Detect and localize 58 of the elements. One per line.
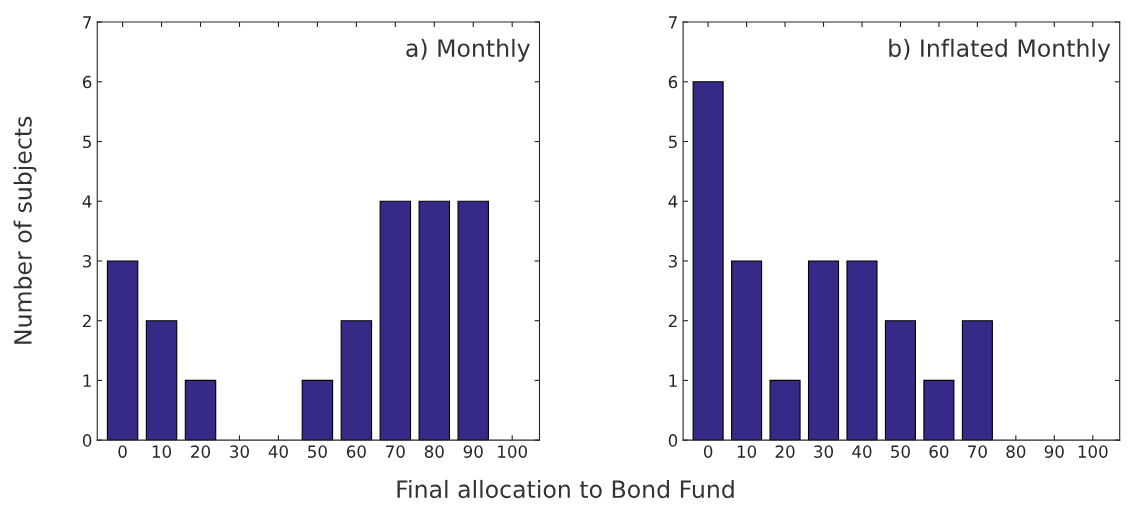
x-tick-label: 30 [814,445,834,458]
bar [418,200,451,441]
y-tick-label: 5 [668,135,677,149]
bar [379,200,412,441]
bar [145,320,178,441]
bar [769,379,801,441]
x-tick-label: 10 [152,445,172,458]
x-tick-label: 100 [1078,445,1108,458]
y-tick-label: 1 [83,374,91,387]
bar [457,200,490,441]
bar [106,260,139,441]
x-tick-label: 40 [268,445,288,458]
y-tick-label: 7 [669,16,677,29]
y-tick-label: 4 [668,195,678,208]
bar [807,260,840,441]
y-tick-label: 7 [83,16,91,29]
x-tick-label: 100 [498,445,528,458]
x-tick-label: 70 [386,445,405,458]
y-tick-label: 1 [669,374,677,387]
x-tick-label: 70 [968,445,987,458]
y-tick-label: 0 [668,434,678,447]
y-tick-label: 5 [83,135,91,149]
bar [884,320,917,441]
x-tick-label: 30 [230,445,249,458]
x-tick-label: 60 [929,445,949,458]
x-tick-label: 20 [775,445,795,458]
x-tick-label: 50 [308,445,327,458]
x-tick-label: 10 [737,445,757,458]
bar [961,320,993,441]
x-tick-label: 0 [703,445,713,458]
x-tick-label: 60 [346,445,366,458]
annotation: b) Inflated Monthly [889,38,1111,62]
x-tick-label: 0 [118,445,127,458]
y-tick-label: 3 [668,254,677,268]
y-axis-title: Number of subjects [13,116,37,344]
x-tick-label: 50 [891,445,910,458]
bar [340,320,373,441]
x-axis-title: Final allocation to Bond Fund [397,479,734,499]
x-tick-label: 90 [463,445,483,458]
x-tick-label: 20 [191,445,211,458]
bar [846,260,878,441]
bar [923,379,955,441]
annotation: a) Monthly [406,38,530,62]
y-tick-label: 4 [82,195,92,208]
y-tick-label: 0 [82,434,92,447]
y-tick-label: 6 [668,75,678,89]
y-tick-label: 2 [668,314,677,328]
x-tick-label: 90 [1044,445,1064,458]
x-tick-label: 80 [1006,445,1026,458]
bar [731,260,763,441]
y-tick-label: 3 [83,254,92,268]
y-tick-label: 6 [82,75,92,89]
bar [692,81,724,441]
x-tick-label: 40 [852,445,872,458]
bar [184,379,217,441]
y-tick-label: 2 [83,314,91,328]
bar [301,379,334,441]
x-tick-label: 80 [424,445,444,458]
